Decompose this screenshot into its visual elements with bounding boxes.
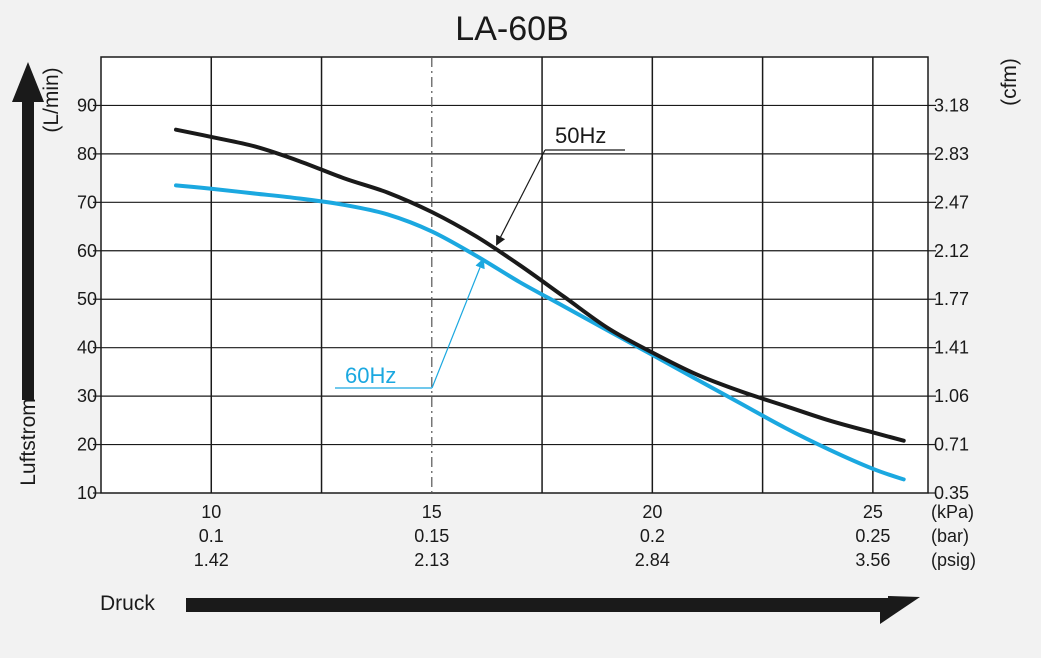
y-axis-unit-left: (L/min) xyxy=(40,67,63,132)
x-tick-unit: (psig) xyxy=(931,550,976,570)
y-tick-label-right: 2.12 xyxy=(934,241,969,261)
y-tick-label-right: 0.71 xyxy=(934,435,969,455)
x-axis-arrow xyxy=(186,596,920,624)
y-tick-label-right: 1.41 xyxy=(934,338,969,358)
tick-labels: 10 0.35 20 0.71 30 1.06 40 1.41 50 1.77 60 2.12 70 2.… xyxy=(77,95,976,570)
series-leader-50hz xyxy=(496,149,546,246)
series-label-50hz: 50Hz xyxy=(555,123,606,148)
grid xyxy=(93,57,936,494)
y-tick-label-left: 70 xyxy=(77,192,97,212)
y-tick-label-right: 1.77 xyxy=(934,289,969,309)
chart-title: LA-60B xyxy=(455,10,568,48)
series-leader-60hz xyxy=(431,258,485,389)
x-tick-label: 20 xyxy=(642,502,662,522)
y-axis-arrow-shaft xyxy=(22,100,34,400)
x-tick-label: 0.2 xyxy=(640,526,665,546)
y-axis-title: Luftstrom xyxy=(17,398,40,486)
x-tick-label: 10 xyxy=(201,502,221,522)
y-tick-label-left: 90 xyxy=(77,95,97,115)
y-tick-label-left: 60 xyxy=(77,241,97,261)
y-axis-arrow-head xyxy=(12,62,44,102)
y-tick-label-left: 30 xyxy=(77,386,97,406)
y-tick-label-left: 80 xyxy=(77,144,97,164)
x-tick-label: 3.56 xyxy=(855,550,890,570)
x-tick-unit: (bar) xyxy=(931,526,969,546)
y-tick-label-right: 2.83 xyxy=(934,144,969,164)
series-group: 50Hz 60Hz xyxy=(174,123,906,482)
x-axis-title: Druck xyxy=(100,592,155,615)
x-tick-label: 2.13 xyxy=(414,550,449,570)
y-tick-label-left: 40 xyxy=(77,338,97,358)
y-tick-label-left: 50 xyxy=(77,289,97,309)
x-tick-label: 0.15 xyxy=(414,526,449,546)
y-tick-label-right: 1.06 xyxy=(934,386,969,406)
y-tick-label-left: 10 xyxy=(77,483,97,503)
y-tick-label-right: 3.18 xyxy=(934,95,969,115)
y-tick-label-right: 0.35 xyxy=(934,483,969,503)
x-tick-label: 0.25 xyxy=(855,526,890,546)
y-tick-label-right: 2.47 xyxy=(934,192,969,212)
plot-area xyxy=(100,56,929,494)
y-axis-unit-right: (cfm) xyxy=(998,58,1021,106)
series-line-60hz xyxy=(174,183,906,482)
x-tick-label: 2.84 xyxy=(635,550,670,570)
x-tick-unit: (kPa) xyxy=(931,502,974,522)
series-label-60hz: 60Hz xyxy=(345,363,396,388)
x-tick-label: 1.42 xyxy=(194,550,229,570)
x-tick-label: 0.1 xyxy=(199,526,224,546)
x-tick-label: 15 xyxy=(422,502,442,522)
series-line-50hz xyxy=(174,127,906,443)
x-tick-label: 25 xyxy=(863,502,883,522)
y-tick-label-left: 20 xyxy=(77,435,97,455)
